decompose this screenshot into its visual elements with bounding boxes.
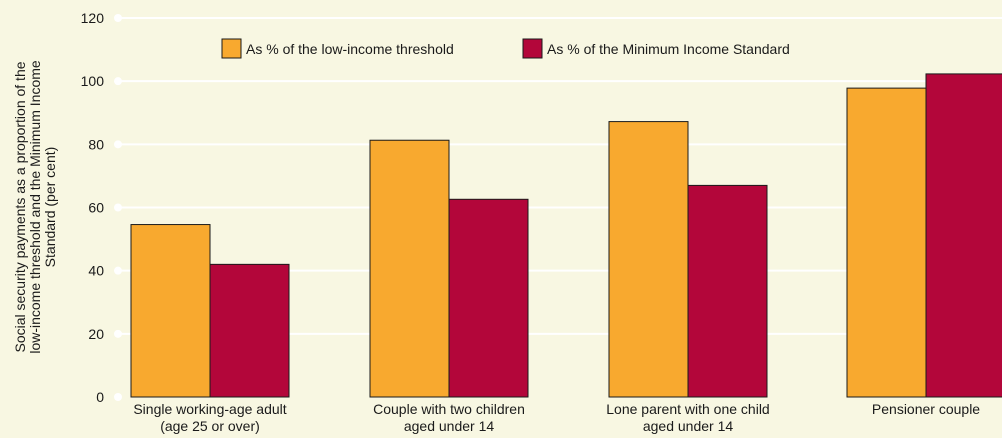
x-category-label-line: aged under 14 (643, 418, 734, 434)
bar-low-income-threshold (369, 139, 450, 398)
x-category-label: Single working-age adult (age 25 or over) (133, 401, 286, 434)
x-category-label-line: Couple with two children (373, 401, 525, 417)
x-category-label-line: Single working-age adult (133, 401, 286, 417)
tick-dot (114, 203, 122, 212)
tick-dot (114, 140, 122, 149)
y-axis-label: Social security payments as a proportion… (12, 60, 58, 354)
tick-dot (114, 393, 122, 401)
tick-dot (114, 329, 122, 338)
y-tick-label: 80 (88, 136, 104, 152)
bar-minimum-income-standard (209, 263, 290, 398)
x-category-label: Lone parent with one child aged under 14 (606, 401, 769, 434)
x-category-label-line: Lone parent with one child (606, 401, 769, 417)
y-axis-label-line: Standard (per cent) (42, 147, 58, 268)
y-axis-label-line: low-income threshold and the Minimum Inc… (27, 60, 43, 354)
x-category-label-line: (age 25 or over) (160, 418, 260, 434)
y-axis-ticks: 0 20 40 60 80 100 120 (81, 10, 105, 405)
bar-minimum-income-standard (448, 198, 529, 398)
y-tick-label: 20 (88, 326, 104, 342)
y-axis-label-line: Social security payments as a proportion… (12, 61, 28, 352)
legend-swatch (221, 38, 242, 59)
y-tick-label: 60 (88, 200, 104, 216)
y-tick-label: 40 (88, 263, 104, 279)
x-category-label: Pensioner couple (872, 401, 980, 417)
x-category-label-line: aged under 14 (404, 418, 495, 434)
tick-dot (114, 14, 122, 22)
y-tick-label: 0 (96, 389, 104, 405)
x-axis-categories: Single working-age adult (age 25 or over)… (133, 401, 980, 434)
bar-low-income-threshold (130, 224, 211, 398)
legend-label: As % of the low-income threshold (246, 41, 454, 57)
x-category-label-line: Pensioner couple (872, 401, 980, 417)
y-tick-label: 120 (81, 10, 105, 26)
tick-dot (114, 77, 122, 86)
tick-dot (114, 266, 122, 275)
bar-low-income-threshold (608, 121, 689, 398)
y-tick-label: 100 (81, 73, 105, 89)
bar-minimum-income-standard (687, 184, 768, 398)
bar-minimum-income-standard (925, 73, 1002, 398)
legend-swatch (522, 38, 543, 59)
legend: As % of the low-income threshold As % of … (221, 38, 790, 59)
x-category-label: Couple with two children aged under 14 (373, 401, 525, 434)
legend-label: As % of the Minimum Income Standard (547, 41, 790, 57)
bar-low-income-threshold (846, 87, 927, 398)
y-axis-title: Social security payments as a proportion… (12, 60, 58, 354)
bars (130, 73, 1002, 398)
